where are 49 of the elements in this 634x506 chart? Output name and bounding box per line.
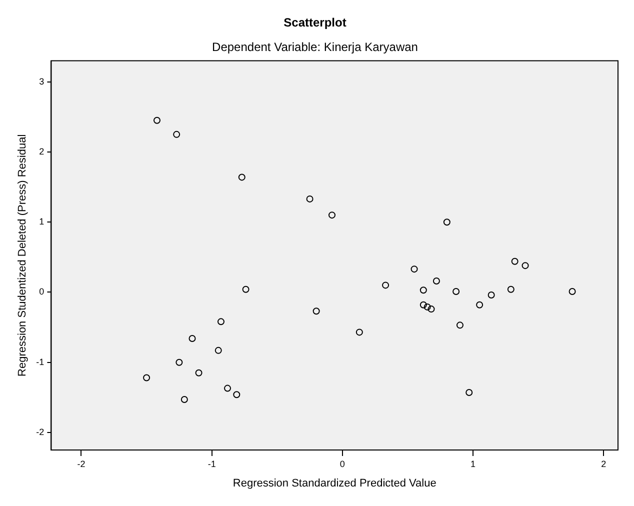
- point: [224, 384, 232, 392]
- point: [432, 277, 440, 284]
- point: [153, 116, 160, 124]
- point: [242, 286, 250, 293]
- point: [511, 258, 518, 265]
- point: [410, 266, 418, 273]
- point: [195, 369, 202, 376]
- point: [188, 335, 196, 342]
- point: [466, 388, 473, 396]
- point: [476, 301, 484, 308]
- point: [488, 292, 495, 299]
- point: [420, 301, 427, 308]
- y-tick-label: -2: [36, 426, 44, 437]
- point: [443, 218, 450, 226]
- point: [522, 262, 529, 270]
- point: [420, 286, 427, 294]
- y-tick-label: 1: [39, 216, 44, 227]
- point: [568, 288, 576, 296]
- point: [214, 346, 222, 354]
- point: [143, 374, 150, 382]
- point: [180, 396, 188, 404]
- point: [233, 391, 240, 398]
- point: [238, 174, 246, 181]
- chart-subtitle: Dependent Variable: Kinerja Karyawan: [212, 40, 418, 54]
- point: [424, 303, 431, 310]
- point: [328, 212, 336, 219]
- point: [456, 322, 464, 329]
- y-tick-label: -1: [36, 356, 44, 367]
- chart-title: Scatterplot: [284, 16, 346, 30]
- x-tick-label: 2: [601, 458, 606, 469]
- point: [312, 308, 320, 315]
- point: [507, 286, 514, 293]
- point: [382, 282, 390, 289]
- point: [173, 130, 180, 138]
- point: [452, 288, 460, 296]
- point: [356, 328, 363, 336]
- x-axis-title: Regression Standardized Predicted Value: [232, 477, 436, 490]
- x-tick-label: 0: [340, 458, 345, 469]
- y-tick-label: 2: [39, 146, 44, 156]
- x-tick-label: 1: [470, 458, 476, 469]
- point: [217, 318, 224, 326]
- point: [176, 358, 183, 366]
- y-tick-label: 3: [39, 76, 44, 86]
- y-tick-label: 0: [39, 286, 44, 297]
- y-axis-title: Regression Studentized Deleted (Press) Residual: [16, 134, 29, 376]
- x-tick-label: -2: [77, 458, 86, 469]
- point: [306, 195, 314, 202]
- x-tick-label: -1: [208, 458, 216, 469]
- point: [428, 306, 435, 313]
